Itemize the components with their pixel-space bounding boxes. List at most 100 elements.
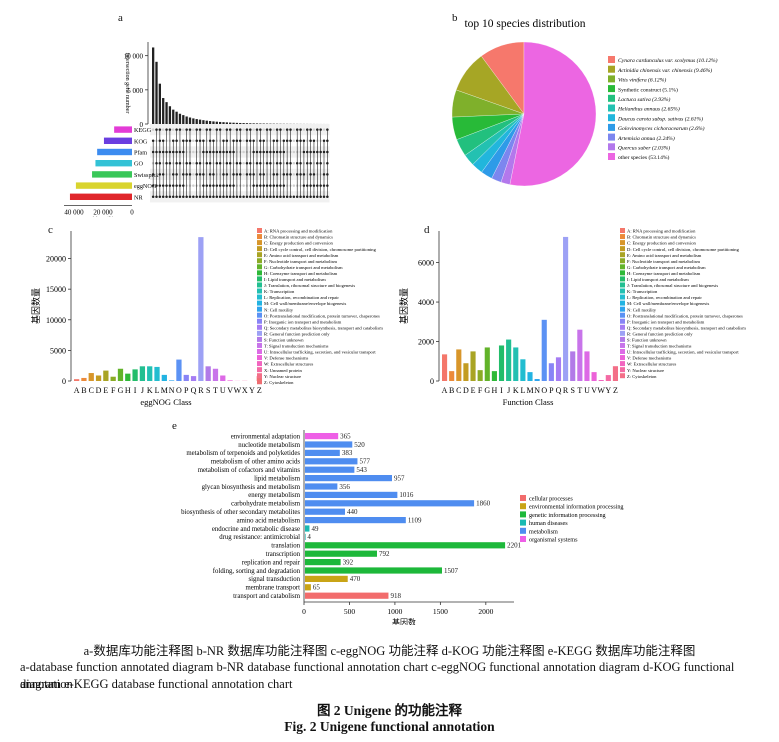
pie-legend-label: Vitis vinifera (6.12%) [618,77,666,84]
legend-swatch [257,282,262,288]
kegg-bar [305,584,311,591]
upset-set-label: Pfam [134,150,147,157]
upset-dot-empty [182,128,185,131]
kegg-legend-swatch [520,503,526,510]
upset-intersection-bar [215,121,218,124]
legend-label: T: Signal transduction mechanisms [264,344,329,349]
upset-set-size-bar [114,126,132,133]
kegg-legend-label: organismal systems [529,537,578,544]
upset-dot-empty [262,128,265,131]
bar [491,371,497,381]
upset-intersection-bar [158,83,161,124]
legend-label: Z: Cytoskeleton [264,380,294,385]
upset-intersection-bar [232,122,235,124]
legend-swatch [257,318,262,324]
legend-swatch [620,355,625,361]
kegg-category-label: folding, sorting and degradation [213,568,301,575]
kegg-legend-label: environmental information processing [529,504,624,511]
upset-dot-empty [212,128,215,131]
x-tick-label: Y [605,386,611,395]
legend-swatch [257,264,262,270]
kegg-bar [305,466,355,473]
bar [506,339,512,381]
kegg-value-label: 543 [356,466,367,474]
x-tick-label: V [591,386,597,395]
kegg-value-label: 2201 [507,542,522,550]
y-tick-label: 0 [62,377,66,386]
legend-swatch [620,336,625,342]
upset-dot-empty [312,128,316,131]
kegg-legend-swatch [520,527,526,534]
legend-swatch [257,258,262,264]
upset-dot-empty [242,139,245,143]
x-tick-label: E [471,386,476,395]
legend-label: I: Lipid transport and metabolism [627,277,689,282]
x-tick-label: 0 [302,607,306,616]
upset-dot-empty [192,150,195,154]
bar [463,363,469,381]
kegg-bar [305,441,353,448]
pie-legend-label: Quercus suber (2.03%) [618,145,670,152]
legend-swatch [257,349,262,354]
bar [117,368,124,381]
x-tick-label: S [570,386,574,395]
upset-dot-filled [192,195,195,199]
upset-dot-empty [292,173,296,176]
legend-swatch [620,264,625,270]
panel-label-a: a [118,12,123,24]
legend-label: P: Inorganic ion transport and metabolis… [264,319,342,324]
x-tick-label: O [176,386,182,395]
upset-set-label: NR [134,194,143,201]
panel-label-c: c [48,224,53,236]
legend-label: E: Amino acid transport and metabolism [264,253,339,258]
bar [125,373,131,381]
kegg-value-label: 577 [359,458,370,466]
legend-label: G: Carbohydrate transport and metabolism [627,265,706,270]
upset-dot-empty [222,128,225,131]
upset-intersection-bar [178,113,182,124]
x-tick-label: T [213,386,218,395]
pie-legend-swatch [608,104,615,112]
kegg-value-label: 470 [350,575,361,583]
bar [477,370,483,381]
upset-intersection-bar [239,122,242,124]
x-tick-label: W [234,386,242,395]
kegg-bar [305,508,345,515]
legend-swatch [620,282,625,288]
x-tick-label: I [500,386,503,395]
upset-dot-empty [172,128,175,131]
legend-swatch [257,234,262,240]
legend-swatch [257,240,262,246]
upset-intersection-bar [155,61,158,124]
kegg-value-label: 1507 [444,567,459,575]
y-tick-label: 0 [430,377,434,386]
upset-dot-empty [192,139,195,143]
legend-swatch [257,300,262,306]
species-pie-chart: top 10 species distribution Cynara cardun… [451,18,718,187]
legend-label: B: Chromatin structure and dynamics [627,235,696,240]
legend-swatch [620,276,625,282]
upset-intersection-bar [202,120,205,124]
pie-legend-label: Synthetic construct (5.1%) [618,86,678,93]
kegg-category-label: energy metabolism [248,492,300,499]
kegg-bar [305,475,392,482]
bar [227,380,233,381]
kegg-value-label: 383 [342,449,353,457]
bar [161,374,167,381]
upset-set-label: KEGG [134,127,152,134]
bar [169,380,175,381]
legend-label: A: RNA processing and modification [627,229,696,234]
legend-label: R: General function prediction only [264,331,330,336]
upset-set-label: KOG [134,138,148,145]
legend-swatch [620,373,625,379]
legend-swatch [257,367,262,373]
upset-intersection-bar [165,102,168,124]
x-tick-label: C [89,386,94,395]
kegg-value-label: 1860 [476,500,491,508]
upset-dot-empty [192,184,195,187]
legend-swatch [620,300,625,306]
legend-swatch [620,294,625,300]
legend-label: S: Function unknown [264,338,304,343]
bar [132,369,138,381]
